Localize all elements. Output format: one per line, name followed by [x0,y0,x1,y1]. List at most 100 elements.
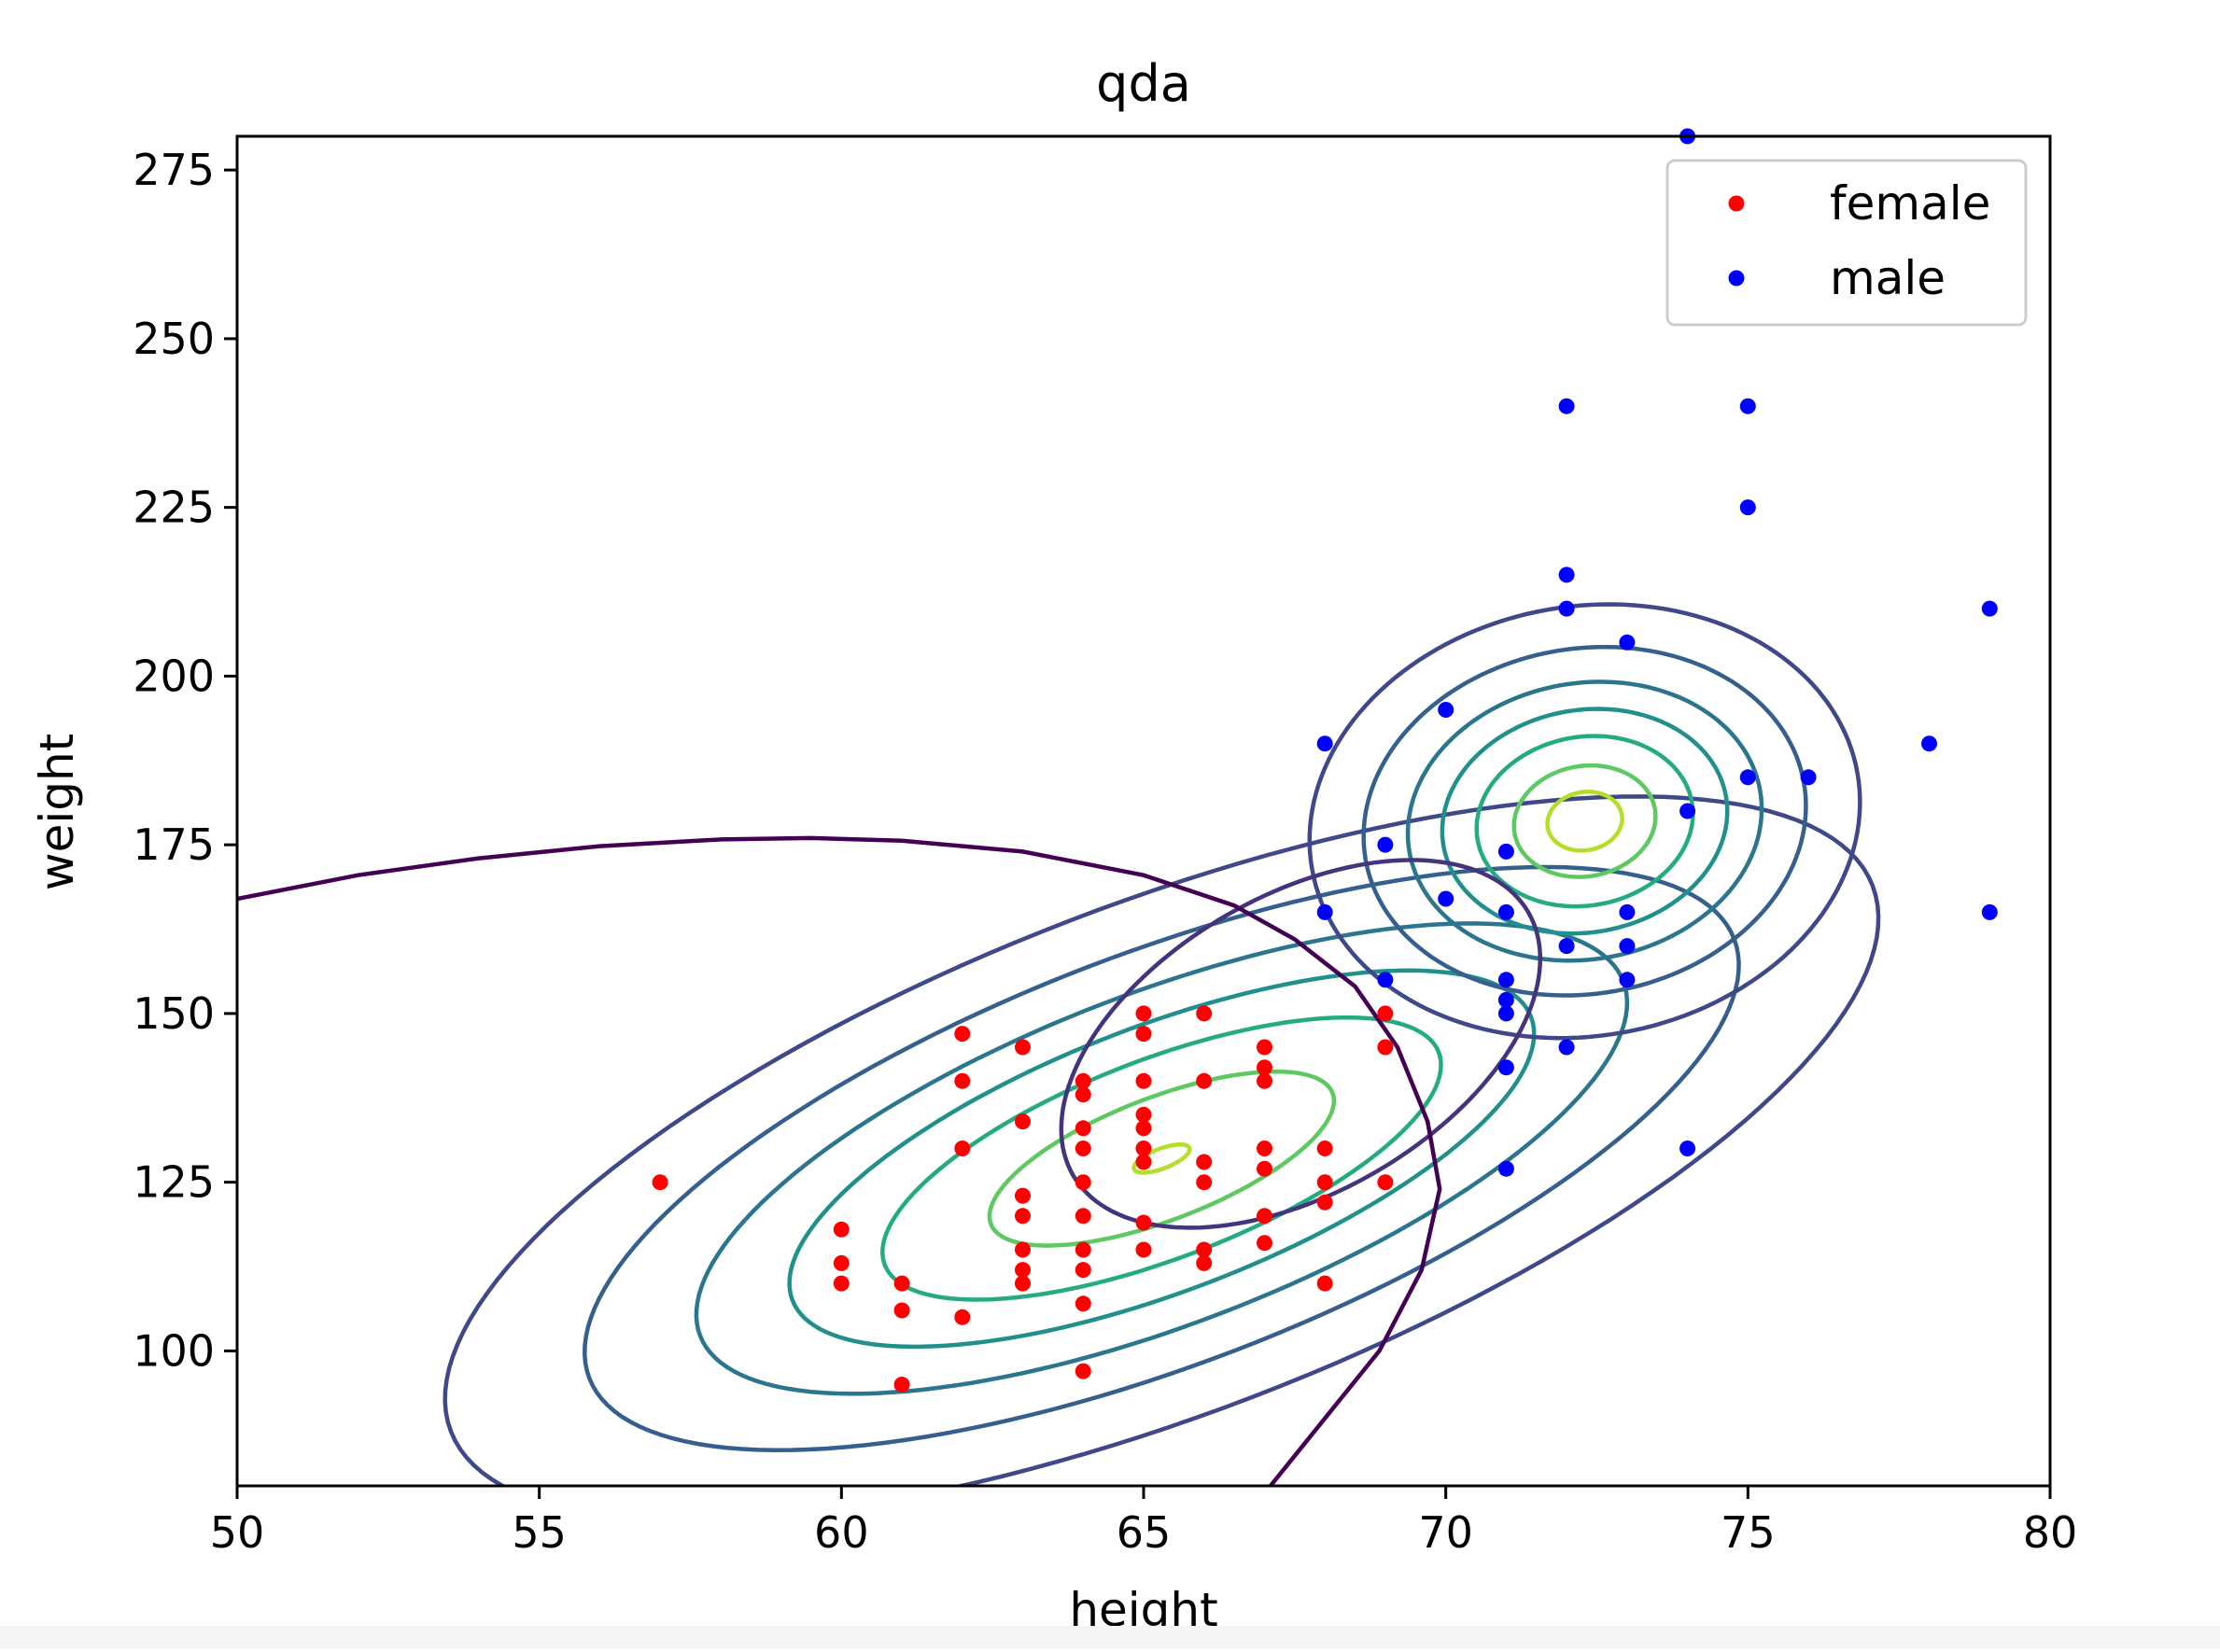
female-point-36 [1135,1214,1152,1231]
female-contour-level-2 [583,864,1741,1452]
male-point-16 [1558,600,1575,617]
male-point-22 [1619,972,1636,988]
female-point-46 [1257,1072,1272,1089]
female-point-27 [1075,1295,1091,1312]
x-tick-label-80: 80 [2023,1507,2078,1558]
x-tick-label-65: 65 [1117,1507,1172,1558]
x-tick-label-60: 60 [814,1507,869,1558]
window-bottom-strip [0,1626,2220,1648]
female-point-25 [1075,1241,1091,1258]
y-tick-label-225: 225 [133,483,215,533]
male-point-18 [1558,1039,1575,1056]
male-point-4 [1377,972,1394,988]
female-point-21 [1075,1120,1091,1137]
axis-layer: 50 55 60 65 70 75 80 100 125 150 175 200 225 250 275 [133,145,2077,1558]
legend-marker-male [1728,270,1745,287]
female-contour-level-3 [694,921,1630,1396]
female-point-17 [1015,1262,1031,1279]
male-point-6 [1438,890,1454,907]
male-point-8 [1497,903,1514,920]
female-point-49 [1257,1208,1272,1225]
female-point-42 [1196,1241,1213,1258]
female-point-38 [1196,1005,1213,1022]
outer-contour-1 [1059,858,1543,1230]
female-point-52 [1316,1174,1333,1191]
female-point-3 [833,1254,850,1271]
y-tick-label-200: 200 [133,651,215,701]
legend-label-female: female [1830,176,1990,231]
male-contour-level-2 [1361,644,1808,998]
female-point-30 [1135,1026,1152,1043]
male-point-12 [1497,1059,1514,1076]
chart-title: qda [1096,54,1191,113]
female-contour-level-6 [987,1069,1337,1248]
male-point-21 [1619,938,1636,955]
female-point-14 [1015,1187,1031,1204]
female-point-32 [1135,1106,1152,1123]
female-contour-level-7 [1131,1141,1192,1175]
female-point-55 [1377,1005,1394,1022]
female-point-39 [1196,1072,1213,1089]
female-point-10 [954,1141,971,1156]
female-point-51 [1316,1141,1333,1156]
female-point-13 [1015,1113,1031,1130]
male-point-17 [1558,938,1575,955]
female-point-8 [954,1026,971,1043]
female-point-23 [1075,1174,1091,1191]
female-point-1 [652,1174,668,1191]
female-point-41 [1196,1174,1213,1191]
y-tick-label-125: 125 [133,1157,215,1208]
y-tick-label-150: 150 [133,988,215,1039]
male-point-5 [1438,702,1454,718]
male-contour-level-7 [1545,790,1624,853]
male-contour-level-4 [1440,707,1730,936]
y-axis-label: weight [30,734,84,891]
y-tick-label-100: 100 [133,1325,215,1376]
male-point-27 [1739,499,1756,516]
male-contour-level-5 [1474,734,1695,909]
female-point-33 [1135,1120,1152,1137]
male-contour-level-1 [1307,602,1862,1041]
female-point-15 [1015,1208,1031,1225]
female-point-18 [1015,1275,1031,1292]
female-point-12 [1015,1039,1031,1056]
male-point-2 [1316,903,1333,920]
male-contour-level-6 [1511,763,1658,879]
male-point-28 [1739,769,1756,786]
legend-label-male: male [1830,251,1946,305]
x-tick-label-50: 50 [210,1507,265,1558]
female-point-50 [1257,1235,1272,1252]
male-point-32 [1981,903,1998,920]
female-point-26 [1075,1262,1091,1279]
female-point-6 [893,1302,910,1319]
male-point-26 [1739,398,1756,414]
female-point-24 [1075,1208,1091,1225]
male-point-9 [1497,972,1514,988]
y-tick-label-250: 250 [133,314,215,364]
female-point-2 [833,1221,850,1238]
y-tick-label-275: 275 [133,145,215,195]
female-point-48 [1257,1160,1272,1177]
female-point-35 [1135,1154,1152,1170]
female-point-20 [1075,1086,1091,1103]
male-point-10 [1497,991,1514,1008]
female-point-53 [1316,1194,1333,1211]
legend-marker-female [1728,195,1745,212]
female-point-47 [1257,1141,1272,1156]
female-point-44 [1257,1039,1272,1056]
female-point-34 [1135,1141,1152,1156]
female-point-45 [1257,1059,1272,1076]
female-point-40 [1196,1154,1213,1170]
female-point-54 [1316,1275,1333,1292]
male-point-14 [1558,398,1575,414]
male-point-11 [1497,1005,1514,1022]
female-point-43 [1196,1254,1213,1271]
female-contour-level-1 [443,794,1881,1486]
female-point-37 [1135,1241,1152,1258]
female-point-28 [1075,1363,1091,1379]
male-point-20 [1619,903,1636,920]
male-point-31 [1981,600,1998,617]
female-point-16 [1015,1241,1031,1258]
female-point-5 [893,1275,910,1292]
